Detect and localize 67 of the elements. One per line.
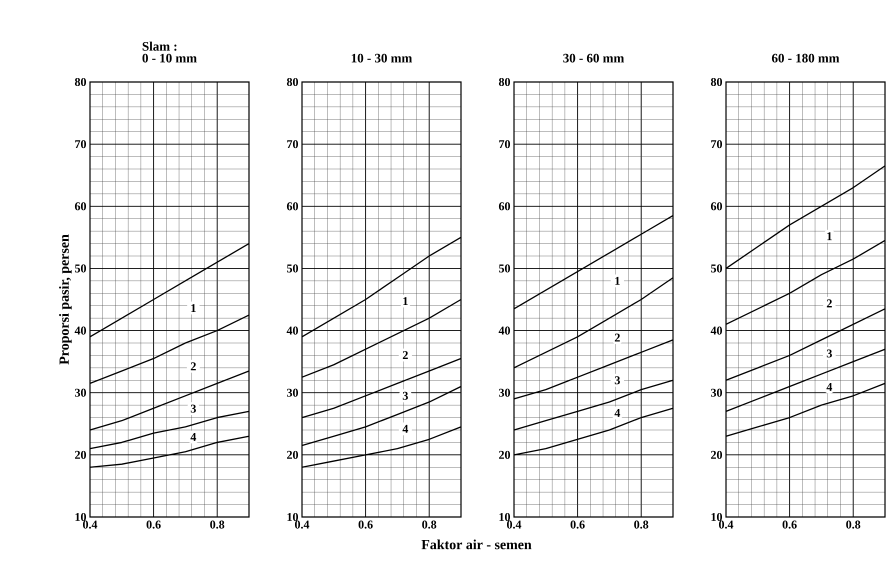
x-tick-label: 0.8 xyxy=(634,520,648,529)
y-tick-label: 40 xyxy=(710,326,722,335)
y-tick-label: 70 xyxy=(499,140,510,148)
y-tick-label: 80 xyxy=(710,78,722,86)
x-tick-label: 0.4 xyxy=(294,520,310,529)
y-tick-label: 50 xyxy=(711,264,722,272)
y-tick-label: 20 xyxy=(75,450,86,459)
y-tick-label: 70 xyxy=(287,140,298,148)
y-tick-label: 10 xyxy=(287,512,298,522)
y-tick-label: 50 xyxy=(499,264,510,272)
y-tick-label: 60 xyxy=(710,202,722,210)
annotation: 2 xyxy=(402,351,408,359)
y-tick-label: 70 xyxy=(711,140,722,148)
annotation: 1 xyxy=(191,304,196,312)
y-tick-label: 60 xyxy=(74,202,86,210)
chart-title: 10 - 30 mm xyxy=(352,54,412,62)
x-tick-label: 0.4 xyxy=(506,520,522,529)
y-tick-label: 70 xyxy=(75,140,86,148)
y-tick-label: 40 xyxy=(498,326,510,335)
y-tick-label: 10 xyxy=(75,512,86,522)
x-tick-label: 0.8 xyxy=(422,520,436,529)
y-tick-label: 30 xyxy=(286,388,298,397)
x-tick-label: 0.6 xyxy=(358,520,373,529)
y-tick-label: 60 xyxy=(286,202,298,210)
annotation: 4 xyxy=(402,424,408,433)
x-tick-label: 0.8 xyxy=(846,520,860,529)
x-tick-label: 0.6 xyxy=(146,520,161,529)
x-tick-label: 0.6 xyxy=(782,520,797,529)
annotation: 2 xyxy=(826,299,832,308)
chart-title: 60 - 180 mm xyxy=(772,54,840,62)
y-tick-label: 20 xyxy=(287,450,298,459)
x-tick-label: 0.6 xyxy=(570,520,585,529)
y-tick-label: 40 xyxy=(74,326,86,335)
annotation: 3 xyxy=(402,392,408,400)
x-tick-label: 0.4 xyxy=(718,520,734,529)
annotation: 3 xyxy=(614,376,620,384)
y-tick-label: 60 xyxy=(498,202,510,210)
annotation: 2 xyxy=(190,362,196,370)
annotation: 1 xyxy=(615,276,620,285)
y-tick-label: 30 xyxy=(74,388,86,397)
annotation: 4 xyxy=(826,382,832,391)
y-tick-label: 50 xyxy=(287,264,298,272)
y-tick-label: 80 xyxy=(498,78,510,86)
annotation: 4 xyxy=(614,408,620,417)
y-tick-label: 20 xyxy=(711,450,722,459)
y-tick-label: 20 xyxy=(499,450,510,459)
annotation: 4 xyxy=(190,433,196,441)
y-tick-label: 80 xyxy=(74,78,86,86)
chart-subtitle: 0 - 10 mm xyxy=(142,54,197,62)
annotation: 2 xyxy=(614,334,620,342)
annotation: 3 xyxy=(826,349,832,358)
y-tick-label: 10 xyxy=(711,512,722,522)
y-axis-title: Proporsi pasir, persen xyxy=(59,234,72,365)
x-tick-label: 0.8 xyxy=(210,520,224,529)
y-tick-label: 80 xyxy=(286,78,298,86)
annotation: 3 xyxy=(190,404,196,413)
x-tick-label: 0.4 xyxy=(82,520,98,529)
y-tick-label: 10 xyxy=(499,512,510,522)
chart-title: Slam : xyxy=(142,42,176,51)
chart-title: 30 - 60 mm xyxy=(563,54,624,62)
y-tick-label: 40 xyxy=(286,326,298,335)
annotation: 1 xyxy=(827,232,832,240)
y-tick-label: 30 xyxy=(498,388,510,397)
y-tick-label: 50 xyxy=(75,264,86,272)
annotation: 1 xyxy=(403,297,408,305)
y-tick-label: 30 xyxy=(710,388,722,397)
x-axis-title: Faktor air - semen xyxy=(422,539,532,550)
